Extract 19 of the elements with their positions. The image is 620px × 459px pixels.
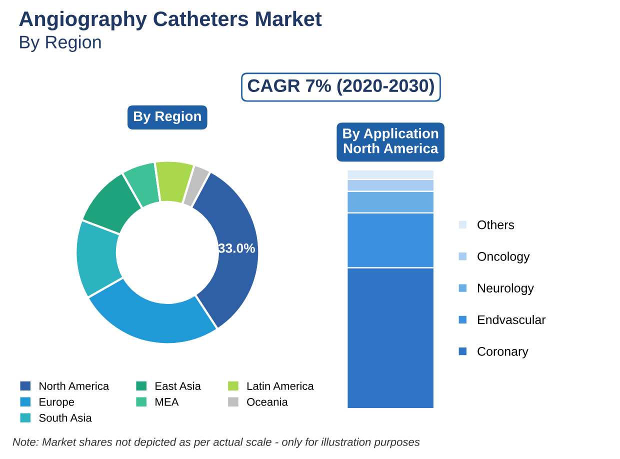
legend-label: Oncology: [478, 252, 530, 264]
text: By Region: [134, 110, 201, 124]
legend-label: South Asia: [39, 414, 92, 422]
text: Note: Market shares not depicted as per actual scale - only for illustration purposes: [12, 438, 420, 448]
legend-label: Endvascular: [478, 314, 546, 324]
legend-label: Others: [478, 220, 514, 230]
legend-label: Neurology: [478, 283, 534, 295]
legend-label: MEA: [156, 398, 179, 406]
legend-label: Latin America: [247, 382, 314, 390]
chart-title: Angiography Catheters Market: [19, 10, 322, 30]
legend-label: North America: [40, 382, 110, 390]
legend-label: Oceania: [247, 398, 288, 406]
chart-title: By Application North America: [343, 128, 438, 154]
legend-label: Coronary: [478, 346, 528, 358]
text: CAGR 7% (2020-2030): [248, 78, 434, 96]
legend-label: Europe: [40, 398, 74, 408]
chart-subtitle: By Region: [20, 35, 101, 52]
legend-label: East Asia: [156, 382, 201, 390]
data-label: 33.0%: [218, 244, 255, 253]
